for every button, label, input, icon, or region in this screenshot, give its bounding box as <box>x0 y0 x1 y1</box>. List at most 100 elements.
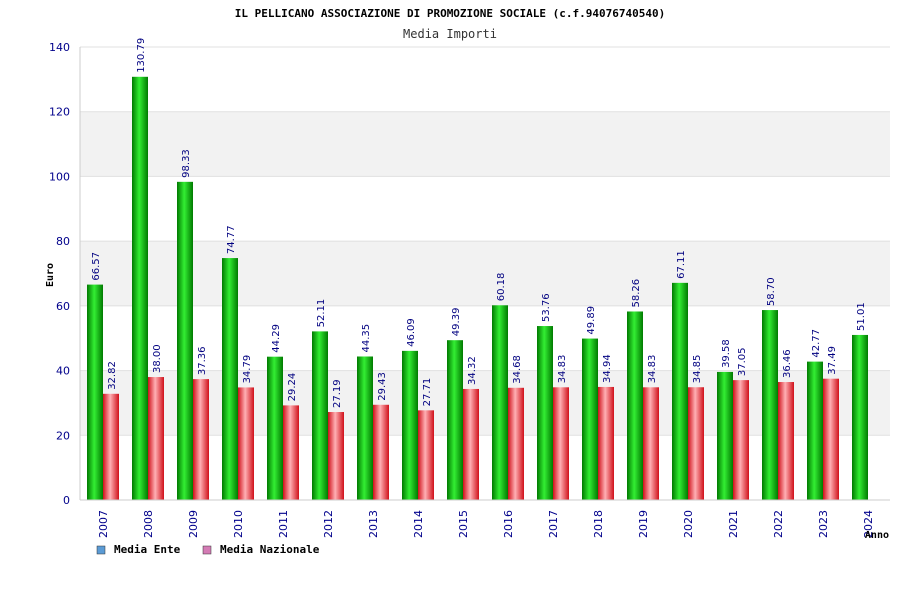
bar-media-nazionale <box>553 387 569 500</box>
bar-media-ente <box>132 76 148 500</box>
x-tick-label: 2008 <box>142 510 155 538</box>
grid-band <box>80 435 890 500</box>
data-label: 53.76 <box>541 293 552 322</box>
data-label: 37.05 <box>737 347 748 376</box>
bar-media-ente <box>402 350 418 500</box>
x-axis-ticks: 2007 2008 2009 2010 2011 2012 2013 2014 2015 2016… <box>97 510 875 538</box>
bar-media-ente <box>582 338 598 500</box>
y-tick-label: 120 <box>49 106 70 119</box>
data-label: 49.89 <box>586 306 597 335</box>
bar-media-nazionale <box>103 393 119 500</box>
data-label: 32.82 <box>107 361 118 390</box>
bar-media-nazionale <box>238 387 254 500</box>
data-label: 29.43 <box>377 372 388 401</box>
data-label: 38.00 <box>152 344 163 373</box>
bar-media-ente <box>267 356 283 500</box>
bar-media-nazionale <box>688 387 704 500</box>
chart-title: IL PELLICANO ASSOCIAZIONE DI PROMOZIONE … <box>235 7 665 20</box>
bar-media-nazionale <box>778 382 794 500</box>
x-tick-label: 2013 <box>367 510 380 538</box>
x-tick-label: 2021 <box>727 510 740 538</box>
bar-media-nazionale <box>823 378 839 500</box>
data-label: 74.77 <box>226 225 237 254</box>
data-label: 37.36 <box>197 346 208 375</box>
bar-media-nazionale <box>643 387 659 500</box>
data-label: 130.79 <box>136 38 147 73</box>
y-axis-ticks: 0 20 40 60 80 100 120 140 <box>49 41 70 507</box>
bar-media-nazionale <box>463 388 479 500</box>
legend-swatch-media-ente <box>96 545 106 555</box>
data-label: 52.11 <box>316 299 327 328</box>
x-tick-label: 2018 <box>592 510 605 538</box>
y-tick-label: 100 <box>49 170 70 183</box>
bar-media-nazionale <box>733 380 749 500</box>
bar-media-ente <box>447 340 463 500</box>
x-tick-label: 2024 <box>862 510 875 538</box>
data-label: 27.19 <box>332 379 343 408</box>
bar-media-nazionale <box>373 404 389 500</box>
data-label: 58.26 <box>631 279 642 308</box>
bar-media-nazionale <box>418 410 434 500</box>
grid-band <box>80 305 890 371</box>
data-label: 34.32 <box>467 356 478 385</box>
data-label: 34.68 <box>512 355 523 384</box>
data-label: 49.39 <box>451 308 462 337</box>
y-axis-label: Euro <box>45 263 56 287</box>
data-label: 34.85 <box>692 355 703 384</box>
y-tick-label: 0 <box>63 494 70 507</box>
data-label: 29.24 <box>287 373 298 402</box>
x-tick-label: 2011 <box>277 510 290 538</box>
x-tick-label: 2009 <box>187 510 200 538</box>
grid-band <box>80 47 890 112</box>
data-label: 44.29 <box>271 324 282 353</box>
legend: Media Ente Media Nazionale <box>96 543 320 556</box>
grid-band <box>80 176 890 242</box>
data-label: 58.70 <box>766 277 777 306</box>
bar-media-ente <box>627 311 643 500</box>
data-label: 66.57 <box>91 252 102 281</box>
data-label: 46.09 <box>406 318 417 347</box>
x-tick-label: 2007 <box>97 510 110 538</box>
data-label: 34.83 <box>557 355 568 384</box>
y-tick-label: 60 <box>56 300 70 313</box>
x-tick-label: 2020 <box>682 510 695 538</box>
data-label: 34.83 <box>647 355 658 384</box>
bars: 66.57 32.82 130.79 38.00 98.33 37.36 74.77 34.7… <box>87 38 868 500</box>
bar-media-ente <box>852 334 868 500</box>
bar-media-ente <box>672 282 688 500</box>
bar-media-nazionale <box>508 387 524 500</box>
bar-media-nazionale <box>328 412 344 500</box>
bar-media-ente <box>87 284 103 500</box>
bar-media-nazionale <box>598 386 614 500</box>
bar-media-ente <box>537 326 553 500</box>
grid-band <box>80 241 890 306</box>
x-tick-label: 2015 <box>457 510 470 538</box>
bar-media-ente <box>312 331 328 500</box>
legend-label-media-ente: Media Ente <box>114 543 181 556</box>
x-tick-label: 2017 <box>547 510 560 538</box>
y-tick-label: 40 <box>56 365 70 378</box>
legend-swatch-media-nazionale <box>202 545 212 555</box>
x-tick-label: 2022 <box>772 510 785 538</box>
bar-media-ente <box>222 258 238 500</box>
x-tick-label: 2010 <box>232 510 245 538</box>
data-label: 44.35 <box>361 324 372 353</box>
bar-media-nazionale <box>193 379 209 500</box>
data-label: 27.71 <box>422 378 433 407</box>
x-tick-label: 2019 <box>637 510 650 538</box>
bar-media-ente <box>717 371 733 500</box>
chart-subtitle: Media Importi <box>403 27 497 41</box>
bar-media-ente <box>807 361 823 500</box>
x-tick-label: 2014 <box>412 510 425 538</box>
grid-bands <box>80 47 890 500</box>
x-axis-label: Anno <box>865 530 889 541</box>
data-label: 34.94 <box>602 354 613 383</box>
bar-media-nazionale <box>283 405 299 500</box>
grid-band <box>80 370 890 436</box>
x-tick-label: 2016 <box>502 510 515 538</box>
legend-label-media-nazionale: Media Nazionale <box>220 543 320 556</box>
bar-media-ente <box>492 305 508 500</box>
data-label: 67.11 <box>676 250 687 279</box>
data-label: 39.58 <box>721 339 732 368</box>
